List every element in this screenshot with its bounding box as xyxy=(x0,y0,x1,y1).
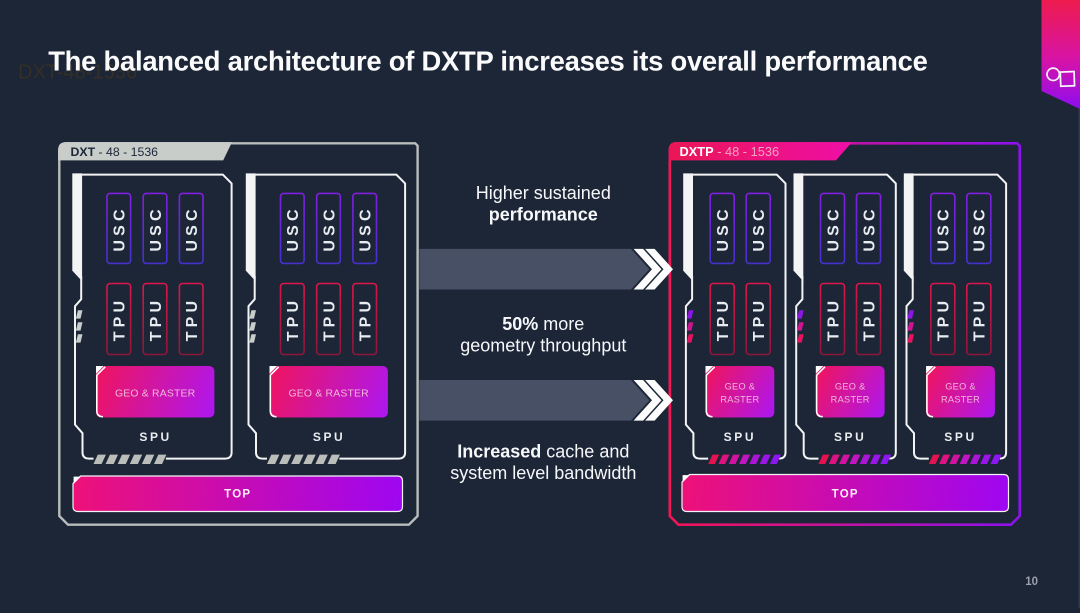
svg-text:TOP: TOP xyxy=(224,489,251,501)
svg-text:performance: performance xyxy=(489,205,598,225)
svg-text:system level bandwidth: system level bandwidth xyxy=(450,463,636,483)
svg-text:DXTP - 48 - 1536: DXTP - 48 - 1536 xyxy=(680,144,780,159)
svg-text:50% more: 50% more xyxy=(502,314,584,334)
svg-text:The balanced architecture of D: The balanced architecture of DXTP increa… xyxy=(48,45,927,76)
svg-text:TOP: TOP xyxy=(832,489,859,501)
svg-text:10: 10 xyxy=(1025,576,1038,588)
svg-text:DXT - 48 - 1536: DXT - 48 - 1536 xyxy=(71,145,159,159)
svg-text:geometry throughput: geometry throughput xyxy=(460,336,626,356)
svg-text:Increased cache and: Increased cache and xyxy=(457,442,629,462)
svg-text:Higher sustained: Higher sustained xyxy=(476,183,611,203)
